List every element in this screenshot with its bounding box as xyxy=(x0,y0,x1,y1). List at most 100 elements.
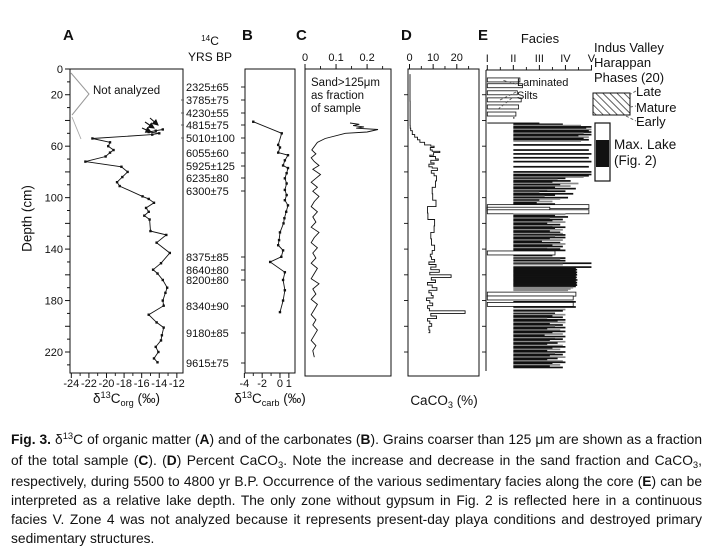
facies-bar xyxy=(513,241,561,244)
data-point xyxy=(151,133,154,136)
facies-bar xyxy=(513,138,589,141)
facies-bar xyxy=(513,289,569,292)
depth-tick-label: 140 xyxy=(45,244,63,256)
harappan-legend-title: Indus Valley Harappan Phases (20) xyxy=(594,40,664,85)
facies-bar xyxy=(513,276,577,279)
sand-note-line1: Sand>125μm xyxy=(311,77,380,89)
c14-date-label: 5925±125 xyxy=(186,161,235,173)
tick-label: III xyxy=(535,53,544,65)
panel-b-curve xyxy=(253,121,289,313)
tick-label: -18 xyxy=(116,378,132,390)
data-point xyxy=(155,241,158,244)
c14-date-label: 2325±65 xyxy=(186,82,229,94)
figure-canvas: -24 -22 -20 -18 -16 -14 -1202060100140180220-4… xyxy=(45,52,637,390)
facies-bar xyxy=(513,183,561,186)
facies-bar xyxy=(513,330,566,333)
tick-label: I xyxy=(486,53,489,65)
data-point xyxy=(152,357,156,360)
facies-bar xyxy=(513,344,563,347)
data-point xyxy=(268,260,272,264)
facies-bar xyxy=(513,266,592,268)
data-point xyxy=(286,166,290,170)
axis-title-d13c-org: δ13Corg (‰) xyxy=(93,390,160,408)
c14-date-label: 8375±85 xyxy=(186,252,229,264)
facies-bar xyxy=(513,275,576,277)
facies-bar xyxy=(513,131,592,133)
facies-bar xyxy=(513,196,569,199)
facies-bar xyxy=(513,144,592,146)
facies-bar xyxy=(513,129,589,132)
panel-label-a: A xyxy=(63,27,74,44)
facies-bar xyxy=(513,355,550,357)
facies-bar xyxy=(513,235,556,238)
tick-label: -12 xyxy=(169,378,185,390)
facies-bar xyxy=(513,132,584,135)
legend-title-line1: Indus Valley xyxy=(594,40,664,55)
data-point xyxy=(286,153,290,157)
facies-bar xyxy=(513,262,592,265)
axis-title-d13c-carb: δ13Ccarb (‰) xyxy=(234,390,306,408)
panel-label-e: E xyxy=(478,27,489,44)
data-point xyxy=(284,210,288,213)
max-lake-line2: (Fig. 2) xyxy=(614,153,657,168)
data-point xyxy=(84,160,87,163)
facies-title: Facies xyxy=(520,31,560,46)
data-point xyxy=(157,350,160,354)
sand-note-line3: of sample xyxy=(311,103,361,115)
facies-bar xyxy=(513,181,553,184)
facies-bar xyxy=(513,217,550,220)
facies-bar xyxy=(513,279,578,281)
data-point xyxy=(277,238,281,242)
facies-bar xyxy=(513,324,563,326)
facies-bar xyxy=(513,200,553,203)
facies-bar xyxy=(513,340,566,343)
data-point xyxy=(278,310,282,314)
panel-label-d: D xyxy=(401,27,412,44)
facies-bar xyxy=(513,334,545,337)
not-analyzed-brace xyxy=(70,72,90,116)
c14-header-units: YRS BP xyxy=(187,50,232,64)
depth-axis-title: Depth (cm) xyxy=(19,185,35,252)
panel-d-frame xyxy=(407,68,480,377)
sand-fraction-note: Sand>125μm as fraction of sample xyxy=(311,77,380,116)
max-lake-bracket xyxy=(594,122,611,182)
data-point xyxy=(91,137,94,140)
laminated-silts-note: Laminated Silts xyxy=(517,77,568,102)
facies-bar-outlined xyxy=(486,302,574,307)
facies-bar-outlined xyxy=(486,250,556,256)
data-point xyxy=(286,204,290,207)
facies-bar xyxy=(513,356,566,359)
facies-bar xyxy=(513,353,563,356)
facies-bar xyxy=(513,173,592,176)
facies-bar xyxy=(513,285,576,288)
facies-bar xyxy=(513,203,556,205)
data-point xyxy=(161,299,164,302)
facies-bar xyxy=(513,127,587,130)
facies-bar xyxy=(513,189,548,191)
laminated-line1: Laminated xyxy=(517,77,569,89)
data-point xyxy=(126,170,129,174)
facies-bar xyxy=(513,195,545,198)
tick-label: -16 xyxy=(134,378,150,390)
depth-tick-label: 180 xyxy=(45,296,63,308)
facies-bar xyxy=(513,306,576,308)
facies-bar xyxy=(513,198,561,200)
facies-bar xyxy=(513,156,589,159)
data-point xyxy=(283,217,286,220)
data-point xyxy=(168,251,172,255)
facies-bar xyxy=(513,249,566,252)
data-point xyxy=(283,159,287,162)
data-point xyxy=(108,151,112,154)
facies-bar-outlined xyxy=(486,111,517,117)
facies-bar xyxy=(513,153,592,155)
tick-label: 0.1 xyxy=(328,52,343,64)
facies-bar xyxy=(513,300,576,303)
facies-bar xyxy=(513,321,566,324)
axis-title-caco3: CaCO3 (%) xyxy=(410,393,478,410)
depth-tick-label: 60 xyxy=(51,141,63,153)
facies-bar xyxy=(513,282,577,285)
facies-bar xyxy=(513,315,553,317)
data-point xyxy=(162,326,165,329)
tick-label: 1 xyxy=(286,378,292,390)
